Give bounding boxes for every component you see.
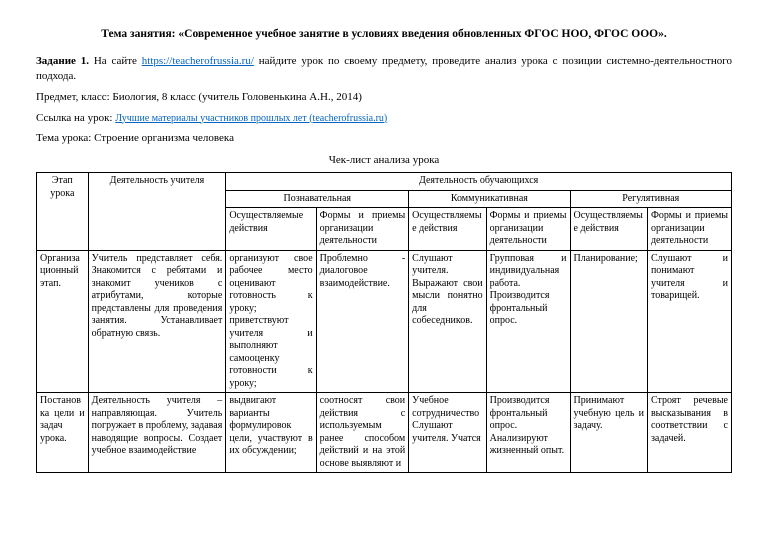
task1-text-a: На сайте: [89, 55, 142, 67]
cell-c5: Слушают учителя. Выражают свои мысли пон…: [409, 250, 486, 393]
subject-line: Предмет, класс: Биология, 8 класс (учите…: [36, 90, 732, 105]
checklist-title: Чек-лист анализа урока: [36, 154, 732, 166]
th-regulative: Регулятивная: [570, 190, 731, 208]
task1-paragraph: Задание 1. На сайте https://teacherofrus…: [36, 54, 732, 84]
th-stage: Этап урока: [37, 173, 89, 251]
th-forms-2: Формы и приемы организации деятельности: [486, 208, 570, 251]
cell-teacher: Учитель представляет себя. Знакомится с …: [88, 250, 226, 393]
cell-c7: Планирование;: [570, 250, 647, 393]
cell-c5: Учебное сотрудничество Слушают учителя. …: [409, 393, 486, 473]
cell-c6: Групповая и индивидуальная работа. Произ…: [486, 250, 570, 393]
cell-c6: Производится фронтальный опрос. Анализир…: [486, 393, 570, 473]
cell-stage: Постановка цели и задач урока.: [37, 393, 89, 473]
topic-line: Тема урока: Строение организма человека: [36, 131, 732, 146]
analysis-table: Этап урока Деятельность учителя Деятельн…: [36, 172, 732, 473]
cell-c4: соотносят свои действия с используемым р…: [316, 393, 409, 473]
page-title: Тема занятия: «Современное учебное занят…: [36, 28, 732, 40]
cell-c3: выдвигают варианты формулировок цели, уч…: [226, 393, 316, 473]
th-actions-2: Осуществляемые действия: [409, 208, 486, 251]
task1-link[interactable]: https://teacherofrussia.ru/: [142, 55, 254, 67]
th-teacher: Деятельность учителя: [88, 173, 226, 251]
cell-c8: Строят речевые высказывания в соответств…: [647, 393, 731, 473]
cell-c3: организуют свое рабочее место оценивают …: [226, 250, 316, 393]
th-forms-3: Формы и приемы организации деятельности: [647, 208, 731, 251]
task1-label: Задание 1.: [36, 55, 89, 67]
link-label: Ссылка на урок:: [36, 112, 115, 124]
link-line: Ссылка на урок: Лучшие материалы участни…: [36, 111, 732, 126]
th-communicative: Коммуникативная: [409, 190, 570, 208]
materials-link[interactable]: Лучшие материалы участников прошлых лет …: [115, 113, 387, 124]
cell-c4: Проблемно - диалоговое взаимодействие.: [316, 250, 409, 393]
table-row: Постановка цели и задач урока. Деятельно…: [37, 393, 732, 473]
th-actions-1: Осуществляемые действия: [226, 208, 316, 251]
cell-c8: Слушают и понимают учителя и товарищей.: [647, 250, 731, 393]
th-cognitive: Познавательная: [226, 190, 409, 208]
cell-stage: Организационный этап.: [37, 250, 89, 393]
th-actions-3: Осуществляемые действия: [570, 208, 647, 251]
cell-teacher: Деятельность учителя – направляющая. Учи…: [88, 393, 226, 473]
th-students: Деятельность обучающихся: [226, 173, 732, 191]
cell-c7: Принимают учебную цель и задачу.: [570, 393, 647, 473]
table-header-row-1: Этап урока Деятельность учителя Деятельн…: [37, 173, 732, 191]
table-row: Организационный этап. Учитель представля…: [37, 250, 732, 393]
th-forms-1: Формы и приемы организации деятельности: [316, 208, 409, 251]
